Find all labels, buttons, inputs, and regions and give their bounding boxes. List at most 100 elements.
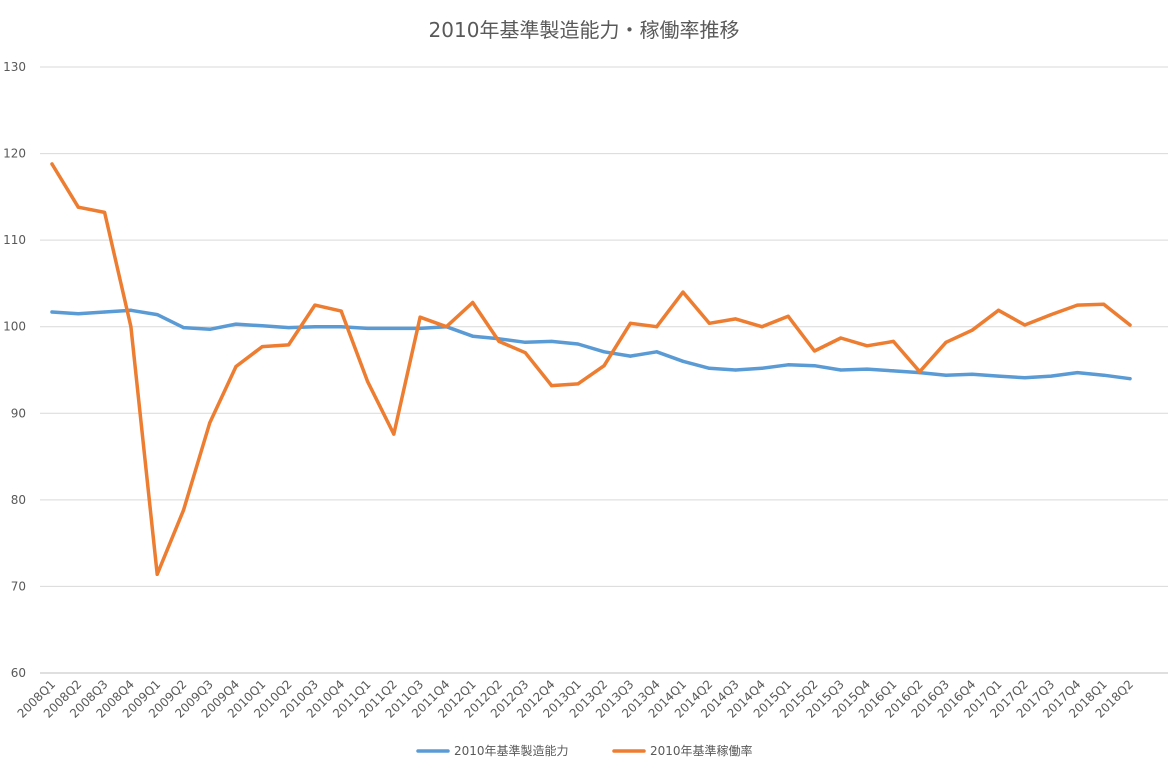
data-point [234, 364, 238, 369]
data-point [1049, 374, 1053, 378]
data-point [339, 309, 343, 313]
data-point [944, 340, 948, 344]
data-point [339, 325, 343, 329]
data-point [996, 374, 1001, 378]
gridlines [40, 66, 1168, 674]
data-point [760, 366, 764, 370]
data-point [970, 372, 974, 376]
data-point [260, 345, 264, 349]
data-point [50, 310, 54, 314]
data-point [681, 290, 685, 294]
data-point [1049, 312, 1053, 317]
data-point [523, 340, 527, 344]
data-point [734, 368, 738, 372]
data-point [1023, 323, 1027, 327]
data-point [523, 351, 527, 355]
data-point [760, 325, 764, 329]
data-point [1075, 370, 1080, 375]
data-point [602, 364, 606, 368]
data-point [76, 205, 80, 209]
y-tick-label: 110 [3, 233, 26, 247]
y-tick-label: 90 [11, 406, 26, 420]
series-line-1 [50, 308, 1132, 381]
data-point [50, 162, 54, 166]
legend-label: 2010年基準稼働率 [650, 743, 753, 758]
data-point [549, 339, 554, 344]
data-point [102, 310, 107, 314]
data-point [576, 382, 580, 386]
data-point [891, 369, 895, 373]
legend-label: 2010年基準製造能力 [454, 743, 569, 758]
data-point [865, 367, 869, 371]
data-point [628, 321, 633, 325]
y-axis-tick-labels: 60 70 80 90 100 110 120 130 [3, 60, 26, 680]
data-point [707, 366, 711, 370]
data-point [865, 344, 869, 348]
chart-title: 2010年基準製造能力・稼働率推移 [428, 18, 740, 42]
data-point [891, 339, 895, 344]
y-tick-label: 120 [3, 147, 26, 161]
data-point [734, 317, 738, 321]
data-point [287, 325, 291, 330]
data-point [155, 312, 159, 317]
data-point [576, 342, 580, 346]
data-point [287, 343, 291, 347]
data-point [681, 359, 685, 363]
series-lines [50, 162, 1132, 577]
data-point [444, 325, 448, 329]
y-tick-label: 70 [11, 579, 26, 593]
data-point [313, 303, 317, 307]
data-point [812, 364, 817, 368]
y-tick-label: 100 [3, 320, 26, 334]
data-point [918, 370, 922, 374]
y-tick-label: 60 [11, 666, 26, 680]
data-point [812, 349, 817, 353]
data-point [471, 334, 475, 338]
data-point [129, 325, 133, 329]
data-point [944, 373, 948, 377]
data-point [786, 363, 790, 367]
x-axis-tick-labels: 2008Q12008Q22008Q32008Q42009Q12009Q22009… [15, 677, 1137, 721]
data-point [392, 432, 396, 436]
data-point [181, 325, 186, 330]
data-point [365, 326, 370, 331]
data-point [1102, 373, 1106, 377]
y-tick-label: 130 [3, 60, 26, 74]
legend: 2010年基準製造能力 2010年基準稼働率 [416, 743, 753, 758]
data-point [549, 383, 554, 388]
data-point [1128, 377, 1132, 381]
data-point [996, 308, 1001, 312]
data-point [970, 328, 974, 332]
data-point [1075, 303, 1080, 307]
data-point [1102, 302, 1106, 306]
data-point [260, 324, 264, 328]
data-point [155, 572, 159, 576]
data-point [1023, 376, 1027, 380]
data-point [839, 336, 843, 340]
data-point [76, 312, 80, 316]
data-point [497, 339, 501, 344]
data-point [208, 327, 212, 331]
data-point [655, 325, 659, 329]
data-point [365, 379, 370, 383]
data-point [313, 325, 317, 329]
data-point [602, 350, 606, 354]
data-point [471, 300, 475, 305]
data-point [839, 368, 843, 372]
data-point [1128, 323, 1132, 327]
data-point [392, 326, 396, 331]
data-point [707, 321, 711, 325]
data-point [181, 508, 186, 512]
data-point [786, 314, 790, 318]
data-point [655, 350, 659, 354]
data-point [628, 354, 633, 358]
data-point [418, 315, 422, 319]
data-point [234, 322, 238, 326]
data-point [208, 421, 212, 425]
data-point [129, 308, 133, 312]
y-tick-label: 80 [11, 493, 26, 507]
data-point [102, 210, 107, 215]
series-line-2 [50, 162, 1132, 577]
